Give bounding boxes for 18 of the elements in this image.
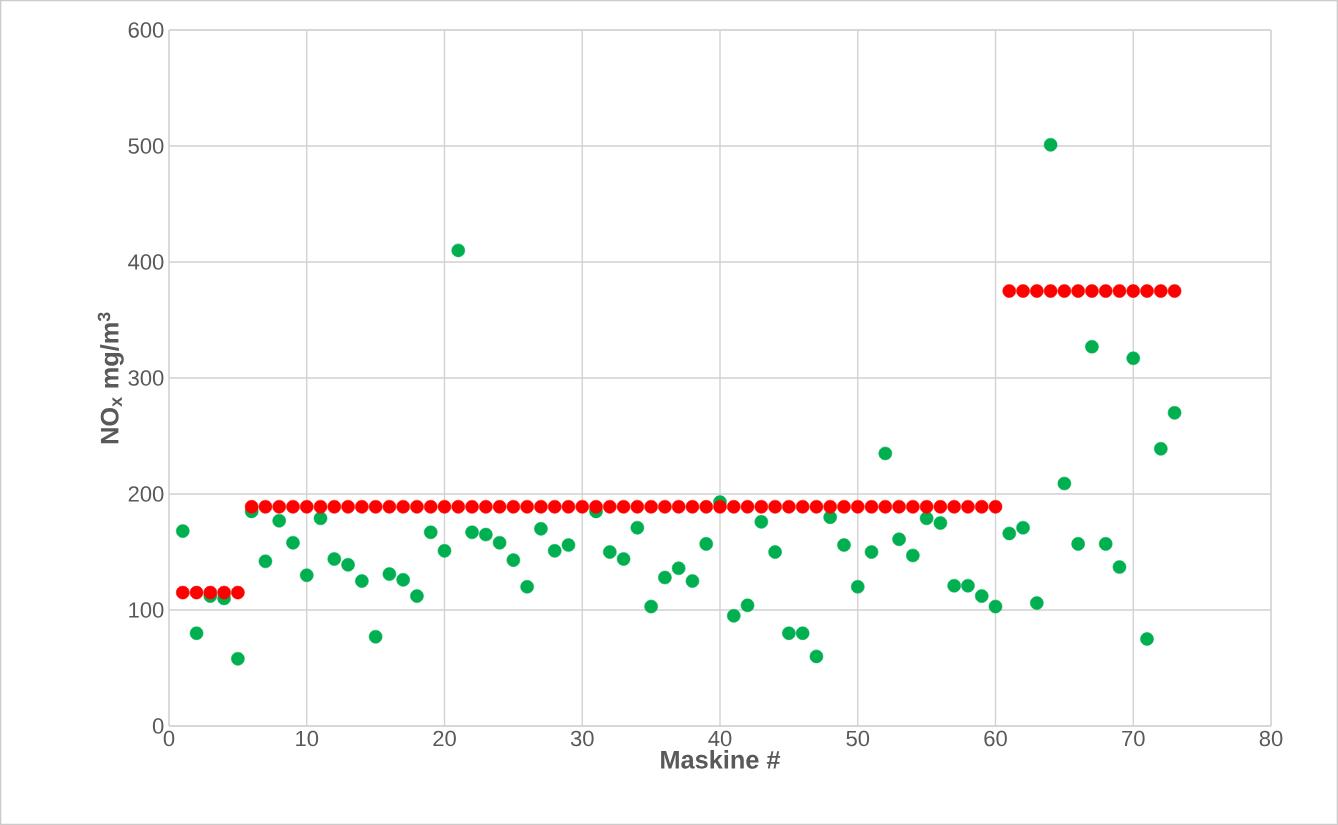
y-tick-label: 600 <box>128 22 164 38</box>
y-tick-label: 0 <box>152 718 164 734</box>
x-axis-title: Maskine # <box>661 750 781 769</box>
y-tick-label: 100 <box>129 602 164 618</box>
x-tick-label: 80 <box>1259 730 1283 747</box>
x-tick-label: 40 <box>708 730 732 747</box>
y-tick-label: 300 <box>128 370 164 386</box>
x-tick-label: 20 <box>433 730 456 747</box>
x-tick-label: 10 <box>296 730 319 747</box>
y-tick-label: 200 <box>128 486 164 502</box>
x-tick-label: 70 <box>1122 730 1145 747</box>
x-tick-label: 50 <box>846 730 870 747</box>
x-tick-label: 30 <box>570 730 594 747</box>
y-tick-label: 500 <box>128 138 164 154</box>
x-tick-label: 60 <box>984 730 1007 747</box>
y-axis-title: NO$_{x}$ mg/m$^{3}$ <box>97 312 124 444</box>
x-tick-label: 0 <box>163 730 175 747</box>
y-tick-label: 400 <box>128 254 164 270</box>
